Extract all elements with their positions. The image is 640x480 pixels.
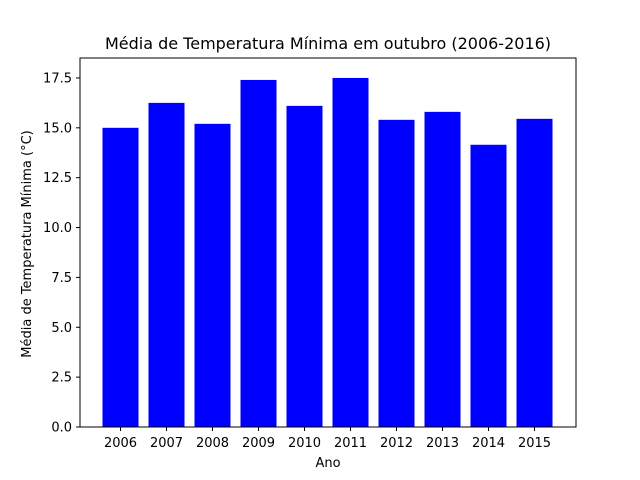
x-tick-label: 2006 xyxy=(104,436,137,451)
y-tick-label: 5.0 xyxy=(51,321,72,336)
y-tick-label: 0.0 xyxy=(51,421,72,436)
x-tick-label: 2011 xyxy=(334,436,367,451)
bar-2011 xyxy=(332,77,369,427)
bar-2015 xyxy=(516,118,553,427)
bars-group xyxy=(102,77,553,428)
x-axis-label: Ano xyxy=(315,456,340,471)
plot-frame xyxy=(79,57,577,428)
chart-title: Média de Temperatura Mínima em outubro (… xyxy=(105,34,551,53)
x-tick-label: 2009 xyxy=(242,436,275,451)
bar-2006 xyxy=(102,127,139,427)
bar-2012 xyxy=(378,119,415,428)
x-axis-ticks: 2006 2007 2008 2009 2010 2011 2012 2013 2014 2015 xyxy=(104,427,551,451)
y-tick-label: 7.5 xyxy=(51,271,72,286)
bar-2010 xyxy=(286,105,323,427)
y-tick-label: 2.5 xyxy=(51,371,72,386)
x-tick-label: 2013 xyxy=(426,436,459,451)
bar-2014 xyxy=(470,144,507,427)
x-tick-label: 2015 xyxy=(518,436,551,451)
y-axis-ticks: 0.0 2.5 5.0 7.5 10.0 12.5 15.0 17.5 xyxy=(43,71,80,436)
x-tick-label: 2014 xyxy=(472,436,505,451)
bar-2007 xyxy=(148,102,185,427)
y-tick-label: 12.5 xyxy=(43,171,72,186)
x-tick-label: 2008 xyxy=(196,436,229,451)
y-tick-label: 17.5 xyxy=(43,71,72,86)
x-tick-label: 2007 xyxy=(150,436,183,451)
y-axis-label: Média de Temperatura Mínima (°C) xyxy=(20,130,35,357)
bar-2008 xyxy=(194,123,231,427)
y-tick-label: 15.0 xyxy=(43,121,72,136)
bar-2009 xyxy=(240,79,277,427)
x-tick-label: 2010 xyxy=(288,436,321,451)
y-tick-label: 10.0 xyxy=(43,221,72,236)
x-tick-label: 2012 xyxy=(380,436,413,451)
bar-2013 xyxy=(424,111,461,427)
